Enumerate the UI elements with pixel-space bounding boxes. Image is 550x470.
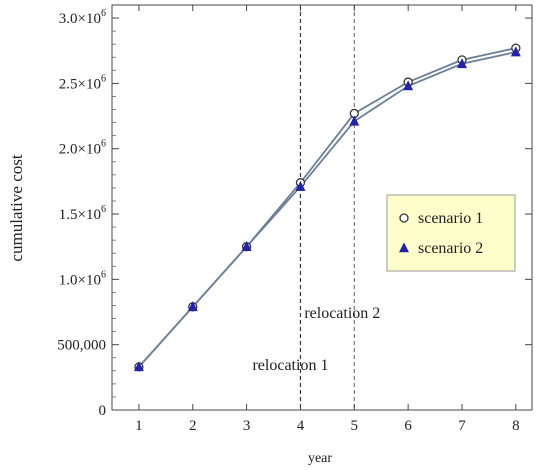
x-tick-label: 5: [351, 418, 359, 434]
x-tick-label: 6: [404, 418, 412, 434]
data-point-series-2: [457, 58, 467, 69]
x-axis: 1 2 3 4 5 6 7 8: [135, 5, 520, 434]
data-point-series-2: [187, 301, 198, 312]
y-tick-label: 2.0×106: [59, 139, 106, 158]
y-tick-label: 3.0×106: [59, 8, 106, 27]
x-tick-label: 8: [512, 418, 520, 434]
legend-items: scenario 1 scenario 2: [399, 210, 483, 257]
reference-label-1: relocation 1: [252, 357, 328, 374]
y-axis-title: cumulative cost: [7, 154, 26, 261]
legend-label-2: scenario 2: [418, 240, 483, 257]
data-point-series-2: [349, 115, 360, 126]
legend-marker-1: [399, 213, 409, 223]
y-tick-label: 1.0×106: [59, 269, 106, 288]
data-point-series-2: [133, 361, 144, 372]
data-point-series-2: [241, 241, 252, 251]
x-tick-label: 4: [297, 418, 305, 434]
x-tick-label: 2: [189, 418, 197, 434]
x-axis-title: year: [308, 451, 332, 466]
x-tick-label: 7: [458, 418, 466, 434]
data-point-series-2: [295, 180, 306, 191]
series-line-2: [138, 51, 517, 368]
legend: scenario 1 scenario 2: [386, 194, 516, 272]
reference-label-2: relocation 2: [304, 305, 380, 322]
reference-lines: relocation 1 relocation 2: [252, 5, 380, 410]
y-axis: 0 500,000 1.0×106 1.5×106 2.0×106 2.5×106 3.0×…: [57, 8, 532, 419]
y-tick-label: 500,000: [57, 338, 106, 354]
legend-label-1: scenario 1: [418, 210, 483, 227]
y-tick-label: 1.5×106: [59, 204, 106, 223]
series-lines: [138, 47, 517, 368]
series-markers: [133, 43, 521, 372]
data-point-series-2: [403, 80, 414, 91]
y-tick-label: 2.5×106: [59, 73, 106, 92]
y-tick-label: 0: [99, 403, 107, 419]
x-tick-label: 3: [243, 418, 251, 434]
legend-box: [386, 194, 516, 272]
legend-marker-2: [399, 242, 409, 253]
x-tick-label: 1: [135, 418, 143, 434]
data-point-series-2: [510, 46, 521, 57]
plot-frame: [111, 4, 533, 411]
